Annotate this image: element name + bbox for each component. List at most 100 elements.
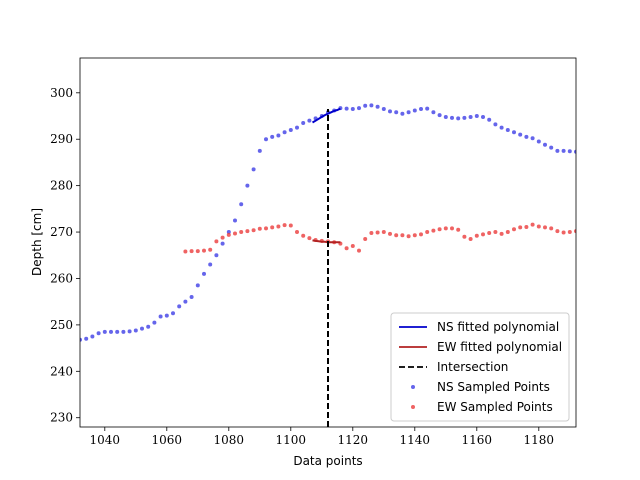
x-tick-label: 1120 [338,433,369,447]
ew-sampled-point [381,230,386,235]
y-tick-label: 250 [50,318,73,332]
ns-sampled-point [394,110,399,115]
x-tick-label: 1100 [276,433,307,447]
ns-sampled-point [536,139,541,144]
ns-sampled-point [233,218,237,223]
ns-sampled-point [220,241,225,246]
ew-sampled-point [543,225,547,230]
ns-sampled-point [276,133,281,138]
ew-sampled-point [574,229,576,234]
ns-sampled-point [468,114,473,119]
y-tick-label: 300 [50,86,73,100]
ns-sampled-point [357,106,361,111]
ew-sampled-point [288,223,293,228]
ew-sampled-point [524,224,529,229]
ew-sampled-point [505,230,510,235]
y-tick-label: 230 [50,411,73,425]
ns-sampled-point [208,262,213,267]
ns-sampled-point [406,110,411,115]
ns-sampled-point [450,115,454,120]
ns-sampled-point [437,113,442,118]
ew-sampled-point [270,225,275,230]
ns-sampled-point [96,331,101,336]
ns-sampled-point [555,148,560,153]
ns-sampled-point [195,283,200,288]
ns-sampled-point [109,329,113,334]
legend-ew-points-swatch [411,405,415,409]
ns-sampled-point [543,142,547,147]
ew-sampled-point [245,229,250,234]
ew-sampled-point [481,232,485,237]
ew-sampled-point [450,226,454,231]
ns-sampled-point [524,134,529,139]
ew-sampled-point [189,249,194,254]
ns-fitted-polynomial [311,107,341,124]
ns-sampled-point [456,116,461,121]
ew-sampled-point [350,243,355,248]
legend-ew-points-label: EW Sampled Points [437,400,553,414]
ew-sampled-point [295,230,299,235]
ew-sampled-point [344,246,349,251]
ns-sampled-point [493,122,498,127]
ew-sampled-point [233,231,237,236]
ns-sampled-point [115,329,120,334]
ew-sampled-point [425,230,430,235]
ns-sampled-point [363,103,368,108]
ns-sampled-point [121,329,126,334]
ns-sampled-point [270,134,275,139]
ew-sampled-point [412,233,417,238]
ew-sampled-point [363,237,368,242]
legend-ns-fit-label: NS fitted polynomial [437,320,559,334]
y-tick-label: 240 [50,364,73,378]
ns-sampled-point [146,324,151,329]
ns-sampled-point [388,109,392,114]
legend-ns-points-label: NS Sampled Points [437,380,550,394]
ew-sampled-point [431,228,436,233]
ew-sampled-point [257,226,262,231]
ns-sampled-point [80,337,82,342]
ew-sampled-point [474,233,479,238]
ns-sampled-point [344,106,349,111]
ns-sampled-point [567,149,572,154]
legend-ew-fit-label: EW fitted polynomial [437,340,562,354]
y-tick-label: 290 [50,132,73,146]
ew-sampled-point [375,230,380,235]
ns-sampled-point [499,125,504,130]
ns-sampled-point [549,145,554,150]
ns-sampled-point [202,271,206,276]
ns-sampled-point [251,167,256,172]
ew-sampled-point [239,230,244,235]
ew-fitted-polynomial [312,239,341,244]
ns-sampled-point [133,328,138,333]
ew-sampled-point [369,230,374,235]
ns-sampled-point [214,253,219,258]
x-tick-label: 1040 [90,433,121,447]
legend-box [390,312,570,422]
ns-sampled-point [295,125,299,130]
plot-frame [79,57,577,428]
ns-sampled-point [419,107,423,112]
ew-sampled-point [301,233,306,238]
ns-sampled-point [288,127,293,132]
ns-sampled-point [239,202,244,207]
x-tick-label: 1080 [214,433,245,447]
ns-sampled-point [574,149,576,154]
ns-sampled-point [307,118,312,123]
ew-sampled-point [530,222,535,227]
ew-sampled-point [493,230,498,235]
ew-sampled-point [549,226,554,231]
ew-sampled-point [202,248,206,253]
ns-sampled-point [412,108,417,113]
ew-sampled-point [419,232,423,237]
ns-sampled-point [369,103,374,108]
ns-sampled-point [127,329,132,334]
ns-sampled-point [171,311,175,316]
ns-sampled-point [425,106,430,111]
ns-sampled-point [561,148,566,153]
ns-sampled-point [375,104,380,109]
ew-sampled-point [536,224,541,229]
ew-sampled-point [567,230,572,235]
ns-sampled-point [462,115,467,120]
ew-sampled-point [226,232,231,237]
